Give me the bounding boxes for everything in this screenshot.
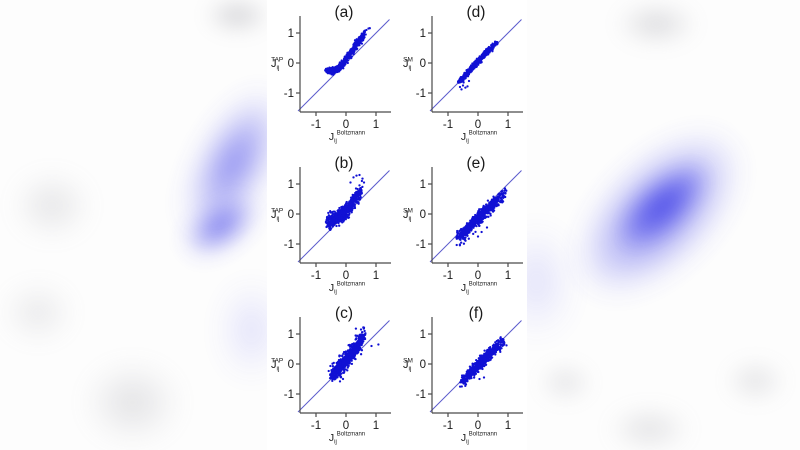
y-axis-label: JijSM	[403, 208, 413, 223]
y-tick-label: -1	[284, 239, 294, 251]
y-tick-label: 1	[420, 28, 426, 40]
x-tick-label: 1	[505, 119, 511, 131]
y-tick-label: 0	[420, 209, 426, 221]
y-tick-label: -1	[416, 88, 426, 100]
scatter-points	[324, 27, 371, 76]
blur-blob-gray	[592, 399, 707, 450]
panel-title: (e)	[467, 155, 486, 172]
x-tick-label: -1	[311, 420, 321, 432]
x-tick-label: -1	[311, 270, 321, 282]
y-axis	[296, 317, 301, 413]
x-axis	[432, 262, 523, 267]
blur-blob-gray	[528, 355, 603, 410]
y-axis-label: JijTAP	[271, 57, 283, 72]
y-axis-label: JijTAP	[271, 208, 283, 223]
blur-blob-gray	[713, 351, 798, 411]
y-tick-label: 0	[288, 359, 294, 371]
x-axis-label: JijBoltzmann	[329, 432, 365, 446]
x-axis-label: JijBoltzmann	[461, 282, 497, 296]
x-axis	[432, 412, 523, 417]
panel-title: (f)	[469, 305, 484, 322]
x-axis-label: JijBoltzmann	[461, 432, 497, 446]
x-axis-label: JijBoltzmann	[329, 131, 365, 145]
x-tick-label: 1	[505, 420, 511, 432]
x-tick-label: 0	[475, 270, 481, 282]
scatter-plot-f: (f) -1 0 1 1 0 -1 JijSM JijBoltzmann	[403, 305, 523, 446]
blur-blob-gray	[0, 270, 88, 355]
panel-title: (a)	[335, 4, 354, 21]
panel-title: (c)	[335, 305, 353, 322]
x-tick-label: -1	[443, 270, 453, 282]
y-axis-label: JijTAP	[271, 358, 283, 373]
y-tick-label: 0	[420, 58, 426, 70]
panel-title: (d)	[467, 4, 486, 21]
blur-blob-gray	[65, 345, 200, 450]
y-tick-label: 1	[288, 28, 294, 40]
blur-blob-blue-core	[156, 168, 285, 284]
scatter-points	[327, 326, 380, 383]
x-tick-label: 1	[373, 270, 379, 282]
x-tick-label: 1	[373, 119, 379, 131]
y-tick-label: -1	[416, 389, 426, 401]
scatter-plot-e: (e) -1 0 1 1 0 -1 JijSM JijBoltzmann	[403, 155, 523, 296]
scatter-plot-d: (d) -1 0 1 1 0 -1 JijSM JijBoltzmann	[403, 4, 523, 145]
y-tick-label: -1	[416, 239, 426, 251]
y-axis	[296, 167, 301, 263]
y-axis	[296, 16, 301, 112]
x-tick-label: -1	[443, 420, 453, 432]
y-axis	[428, 167, 433, 263]
x-tick-label: 0	[343, 420, 349, 432]
y-tick-label: 0	[288, 58, 294, 70]
y-tick-label: -1	[284, 389, 294, 401]
y-tick-label: 0	[420, 359, 426, 371]
blur-blob-blue-streak	[511, 66, 800, 360]
y-tick-label: 1	[420, 179, 426, 191]
x-axis	[300, 412, 391, 417]
blur-blob-gray	[599, 0, 714, 54]
scatter-plot-a: (a) -1 0 1 1 0 -1 JijTAP JijBoltzmann	[271, 4, 391, 145]
scatter-points	[456, 40, 499, 91]
x-tick-label: 0	[475, 119, 481, 131]
y-axis	[428, 317, 433, 413]
y-axis	[428, 16, 433, 112]
scatter-points	[324, 173, 366, 231]
x-tick-label: 1	[373, 420, 379, 432]
blur-blob-blue-core	[584, 129, 743, 281]
x-axis-label: JijBoltzmann	[329, 282, 365, 296]
y-tick-label: 1	[288, 179, 294, 191]
x-axis	[300, 111, 391, 116]
panel-title: (b)	[335, 155, 354, 172]
y-axis-label: JijSM	[403, 358, 413, 373]
scatter-points	[455, 187, 508, 247]
figure-panel-grid: (a) -1 0 1 1 0 -1 JijTAP JijBoltzmann (d) -1 0 1 1 0 -1…	[267, 0, 527, 450]
y-tick-label: 1	[420, 329, 426, 341]
x-axis-label: JijBoltzmann	[461, 131, 497, 145]
y-tick-label: 1	[288, 329, 294, 341]
x-tick-label: 0	[343, 270, 349, 282]
x-tick-label: -1	[311, 119, 321, 131]
x-axis	[300, 262, 391, 267]
x-tick-label: 1	[505, 270, 511, 282]
x-tick-label: 0	[343, 119, 349, 131]
x-tick-label: -1	[443, 119, 453, 131]
x-tick-label: 0	[475, 420, 481, 432]
y-tick-label: 0	[288, 209, 294, 221]
scatter-plot-c: (c) -1 0 1 1 0 -1 JijTAP JijBoltzmann	[271, 305, 391, 446]
y-axis-label: JijSM	[403, 57, 413, 72]
scatter-plot-b: (b) -1 0 1 1 0 -1 JijTAP JijBoltzmann	[271, 155, 391, 296]
y-tick-label: -1	[284, 88, 294, 100]
x-axis	[432, 111, 523, 116]
blur-blob-gray	[0, 158, 107, 253]
scatter-points	[458, 336, 508, 388]
